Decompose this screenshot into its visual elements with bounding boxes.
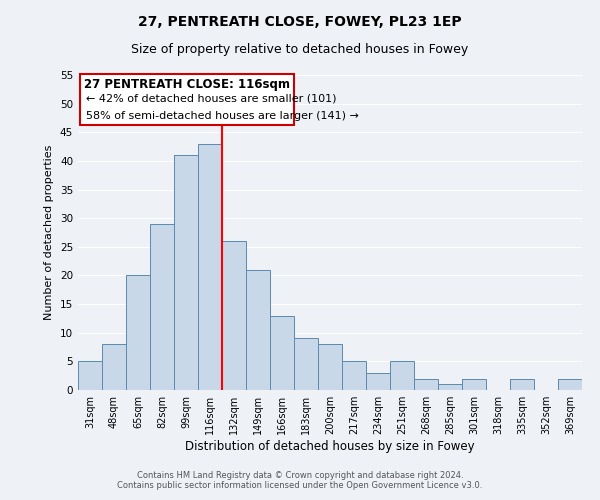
Bar [102,344,126,390]
Text: Contains HM Land Registry data © Crown copyright and database right 2024.: Contains HM Land Registry data © Crown c… [137,471,463,480]
Bar [270,316,294,390]
Bar [438,384,462,390]
Bar [150,224,174,390]
Text: 58% of semi-detached houses are larger (141) →: 58% of semi-detached houses are larger (… [86,111,359,121]
Bar [78,362,102,390]
Y-axis label: Number of detached properties: Number of detached properties [44,145,55,320]
Bar [390,362,414,390]
Text: 27 PENTREATH CLOSE: 116sqm: 27 PENTREATH CLOSE: 116sqm [84,78,290,92]
Text: 27, PENTREATH CLOSE, FOWEY, PL23 1EP: 27, PENTREATH CLOSE, FOWEY, PL23 1EP [138,15,462,29]
FancyBboxPatch shape [80,74,294,126]
Bar [294,338,318,390]
Bar [318,344,342,390]
Bar [558,378,582,390]
Bar [246,270,270,390]
Bar [222,241,246,390]
Bar [198,144,222,390]
Bar [366,373,390,390]
Bar [174,155,198,390]
Bar [414,378,438,390]
Text: ← 42% of detached houses are smaller (101): ← 42% of detached houses are smaller (10… [86,94,337,104]
Bar [342,362,366,390]
Bar [126,276,150,390]
Text: Contains public sector information licensed under the Open Government Licence v3: Contains public sector information licen… [118,481,482,490]
Bar [510,378,534,390]
X-axis label: Distribution of detached houses by size in Fowey: Distribution of detached houses by size … [185,440,475,453]
Text: Size of property relative to detached houses in Fowey: Size of property relative to detached ho… [131,42,469,56]
Bar [462,378,486,390]
